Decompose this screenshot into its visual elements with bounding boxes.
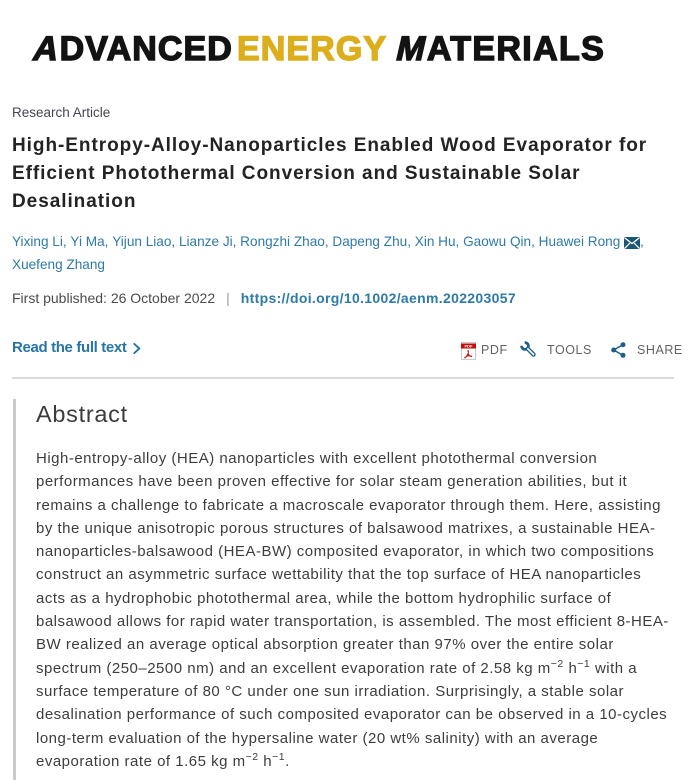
- svg-text:PDF: PDF: [465, 344, 474, 349]
